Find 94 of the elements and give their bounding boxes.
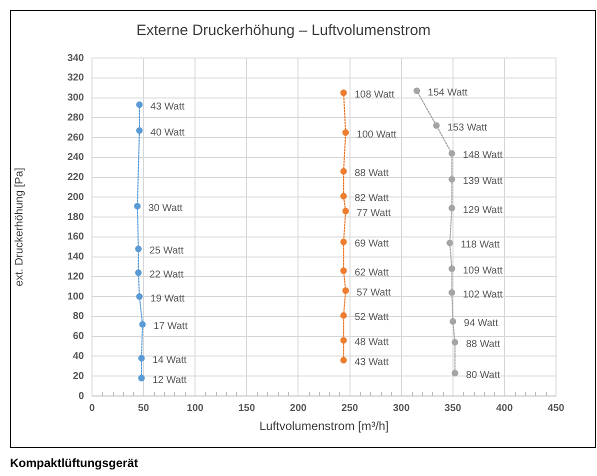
x-tick-label: 400 <box>496 402 514 414</box>
annotation: 30 Watt <box>148 202 183 214</box>
y-tick-label: 320 <box>67 72 84 84</box>
y-tick-label: 260 <box>67 132 84 144</box>
y-tick-label: 240 <box>67 152 84 164</box>
point <box>135 269 142 276</box>
point <box>340 267 347 274</box>
point <box>342 208 349 214</box>
point <box>452 370 458 376</box>
y-tick-label: 20 <box>72 370 84 382</box>
annotation: 48 Watt <box>354 337 389 348</box>
point <box>446 240 454 246</box>
annotation: 69 Watt <box>354 238 389 250</box>
annotation: 100 Watt <box>356 129 397 140</box>
annotation: 102 Watt <box>462 289 503 300</box>
point <box>138 354 145 362</box>
y-tick-label: 40 <box>72 350 84 362</box>
annotation: 109 Watt <box>462 266 503 277</box>
annotation: 118 Watt <box>460 240 500 251</box>
annotation: 108 Watt <box>354 90 394 101</box>
point <box>340 89 347 96</box>
x-tick-label: 0 <box>89 402 96 414</box>
x-tick-label: 350 <box>444 402 462 414</box>
point <box>139 321 146 328</box>
y-tick-label: 0 <box>78 390 84 402</box>
point <box>448 204 456 212</box>
annotation: 139 Watt <box>462 176 503 188</box>
point <box>136 101 143 108</box>
y-axis-title: ext. Druckerhöhung [Pa] <box>14 168 26 286</box>
point <box>134 202 141 210</box>
point <box>414 88 420 94</box>
point <box>452 339 458 346</box>
y-tick-label: 60 <box>72 331 84 342</box>
chart-title: Externe Druckerhöhung – Luftvolumenstrom <box>136 22 431 40</box>
x-tick-label: 100 <box>186 402 204 414</box>
y-tick-label: 280 <box>67 112 84 124</box>
annotation: 62 Watt <box>354 267 389 278</box>
annotation: 94 Watt <box>464 318 498 330</box>
annotation: 22 Watt <box>149 269 184 280</box>
point <box>448 289 456 296</box>
annotation: 14 Watt <box>152 354 187 366</box>
annotation: 154 Watt <box>428 88 468 99</box>
point <box>340 168 347 175</box>
point <box>136 293 143 300</box>
annotation: 80 Watt <box>466 370 500 381</box>
point <box>135 246 142 252</box>
x-axis-title: Luftvolumenstrom [m³/h] <box>259 419 389 434</box>
annotation: 17 Watt <box>154 321 188 332</box>
point <box>340 337 347 344</box>
y-tick-label: 160 <box>67 232 84 243</box>
text: Kompaktlüftungsgerät <box>10 456 138 470</box>
point <box>342 129 349 136</box>
annotation: 148 Watt <box>462 150 503 162</box>
y-tick-label: 100 <box>67 291 84 302</box>
x-tick-label: 450 <box>548 402 565 414</box>
x-tick-label: 250 <box>341 402 359 414</box>
point <box>448 265 456 272</box>
annotation: 12 Watt <box>152 374 187 386</box>
point <box>448 150 456 157</box>
x-tick-label: 300 <box>392 402 410 414</box>
x-tick-label: 50 <box>138 402 150 414</box>
point <box>448 176 456 183</box>
annotation: 77 Watt <box>356 208 391 219</box>
annotation: 43 Watt <box>150 101 185 112</box>
annotation: 153 Watt <box>447 122 488 134</box>
y-tick-label: 300 <box>67 92 84 104</box>
annotation: 88 Watt <box>354 168 389 180</box>
y-tick-label: 80 <box>72 311 84 322</box>
annotation: 40 Watt <box>150 127 185 138</box>
y-tick-label: 180 <box>67 212 84 223</box>
annotation: 82 Watt <box>354 192 389 204</box>
annotation: 52 Watt <box>354 312 389 324</box>
point <box>136 127 143 134</box>
y-tick-label: 220 <box>67 172 84 184</box>
y-tick-label: 340 <box>67 52 84 64</box>
x-tick-label: 200 <box>290 402 307 414</box>
x-tick-label: 150 <box>238 402 256 414</box>
annotation: 25 Watt <box>149 246 184 257</box>
y-tick-label: 200 <box>67 192 84 203</box>
point <box>340 238 347 246</box>
annotation: 88 Watt <box>466 339 500 350</box>
point <box>340 192 347 200</box>
point <box>138 374 145 382</box>
annotation: 19 Watt <box>150 293 185 304</box>
annotation: 129 Watt <box>462 204 503 216</box>
annotation: 57 Watt <box>356 287 391 298</box>
annotation: 43 Watt <box>354 356 389 368</box>
y-tick-label: 120 <box>67 271 84 282</box>
point <box>433 122 440 129</box>
point <box>340 312 347 319</box>
point <box>340 356 347 364</box>
point <box>450 318 456 325</box>
point <box>342 287 349 294</box>
y-tick-label: 140 <box>67 252 84 263</box>
